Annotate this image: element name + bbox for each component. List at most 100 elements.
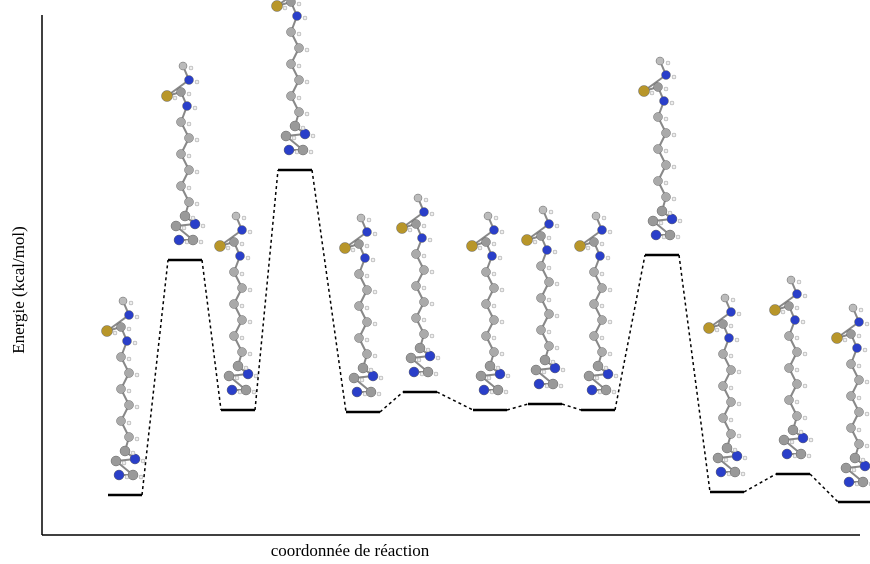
molecule xyxy=(639,57,683,240)
atom xyxy=(725,334,734,343)
atom xyxy=(596,252,605,261)
hydrogen xyxy=(201,224,205,228)
hydrogen xyxy=(668,211,672,215)
atom xyxy=(357,214,365,222)
atom xyxy=(358,363,368,373)
hydrogen xyxy=(309,150,313,154)
hydrogen xyxy=(430,270,434,274)
hydrogen xyxy=(430,334,434,338)
molecule xyxy=(215,212,259,395)
hydrogen xyxy=(129,301,133,305)
atom xyxy=(185,198,194,207)
hydrogen xyxy=(735,338,739,342)
connector xyxy=(380,392,403,412)
hydrogen xyxy=(195,202,199,206)
hydrogen xyxy=(865,444,869,448)
hydrogen xyxy=(547,266,551,270)
molecule xyxy=(575,212,619,395)
hydrogen xyxy=(737,402,741,406)
hydrogen xyxy=(781,310,785,314)
hydrogen xyxy=(547,298,551,302)
hydrogen xyxy=(504,390,508,394)
hydrogen xyxy=(377,392,381,396)
hydrogen xyxy=(127,421,131,425)
hydrogen xyxy=(371,258,375,262)
atom xyxy=(730,467,740,477)
hydrogen xyxy=(500,288,504,292)
atom xyxy=(290,121,300,131)
atom xyxy=(791,316,800,325)
hydrogen xyxy=(547,236,551,240)
hydrogen xyxy=(187,154,191,158)
hydrogen xyxy=(737,434,741,438)
hydrogen xyxy=(612,390,616,394)
atom xyxy=(363,286,372,295)
atom xyxy=(721,294,729,302)
atom xyxy=(545,310,554,319)
atom xyxy=(227,385,237,395)
atom xyxy=(293,12,302,21)
hydrogen xyxy=(434,372,438,376)
hydrogen xyxy=(670,101,674,105)
hydrogen xyxy=(608,230,612,234)
hydrogen xyxy=(139,475,143,479)
atom xyxy=(657,206,667,216)
atom xyxy=(363,318,372,327)
atom xyxy=(420,208,429,217)
atom xyxy=(300,129,310,139)
atom xyxy=(537,326,546,335)
hydrogen xyxy=(365,274,369,278)
atom xyxy=(174,235,184,245)
hydrogen xyxy=(127,357,131,361)
hydrogen xyxy=(127,389,131,393)
hydrogen xyxy=(737,370,741,374)
hydrogen xyxy=(193,106,197,110)
atom xyxy=(531,365,541,375)
hydrogen xyxy=(173,96,177,100)
hydrogen xyxy=(803,384,807,388)
hydrogen xyxy=(113,331,117,335)
atom xyxy=(177,150,186,159)
atom xyxy=(420,330,429,339)
atom xyxy=(654,177,663,186)
atom xyxy=(603,369,613,379)
atom xyxy=(352,387,362,397)
atom xyxy=(722,443,732,453)
atom xyxy=(860,461,870,471)
connector xyxy=(142,260,168,495)
hydrogen xyxy=(240,304,244,308)
atom xyxy=(488,252,497,261)
hydrogen xyxy=(664,87,668,91)
atom xyxy=(727,430,736,439)
hydrogen xyxy=(240,272,244,276)
hydrogen xyxy=(790,440,794,444)
atom xyxy=(847,392,856,401)
atom xyxy=(177,182,186,191)
atom xyxy=(162,91,173,102)
atom xyxy=(179,62,187,70)
atom xyxy=(215,241,226,252)
hydrogen xyxy=(373,290,377,294)
atom xyxy=(847,424,856,433)
atom xyxy=(545,278,554,287)
hydrogen xyxy=(422,224,426,228)
atom xyxy=(601,385,611,395)
atom xyxy=(482,300,491,309)
atom xyxy=(125,433,134,442)
atom xyxy=(534,379,544,389)
atom xyxy=(713,453,723,463)
atom xyxy=(241,385,251,395)
atom xyxy=(660,97,669,106)
hydrogen xyxy=(741,472,745,476)
atom xyxy=(414,194,422,202)
hydrogen xyxy=(559,384,563,388)
hydrogen xyxy=(199,240,203,244)
atom xyxy=(855,318,864,327)
atom xyxy=(418,234,427,243)
hydrogen xyxy=(297,2,301,6)
atom xyxy=(537,232,546,241)
atom xyxy=(858,477,868,487)
hydrogen xyxy=(542,370,546,374)
atom xyxy=(355,240,364,249)
hydrogen xyxy=(555,224,559,228)
